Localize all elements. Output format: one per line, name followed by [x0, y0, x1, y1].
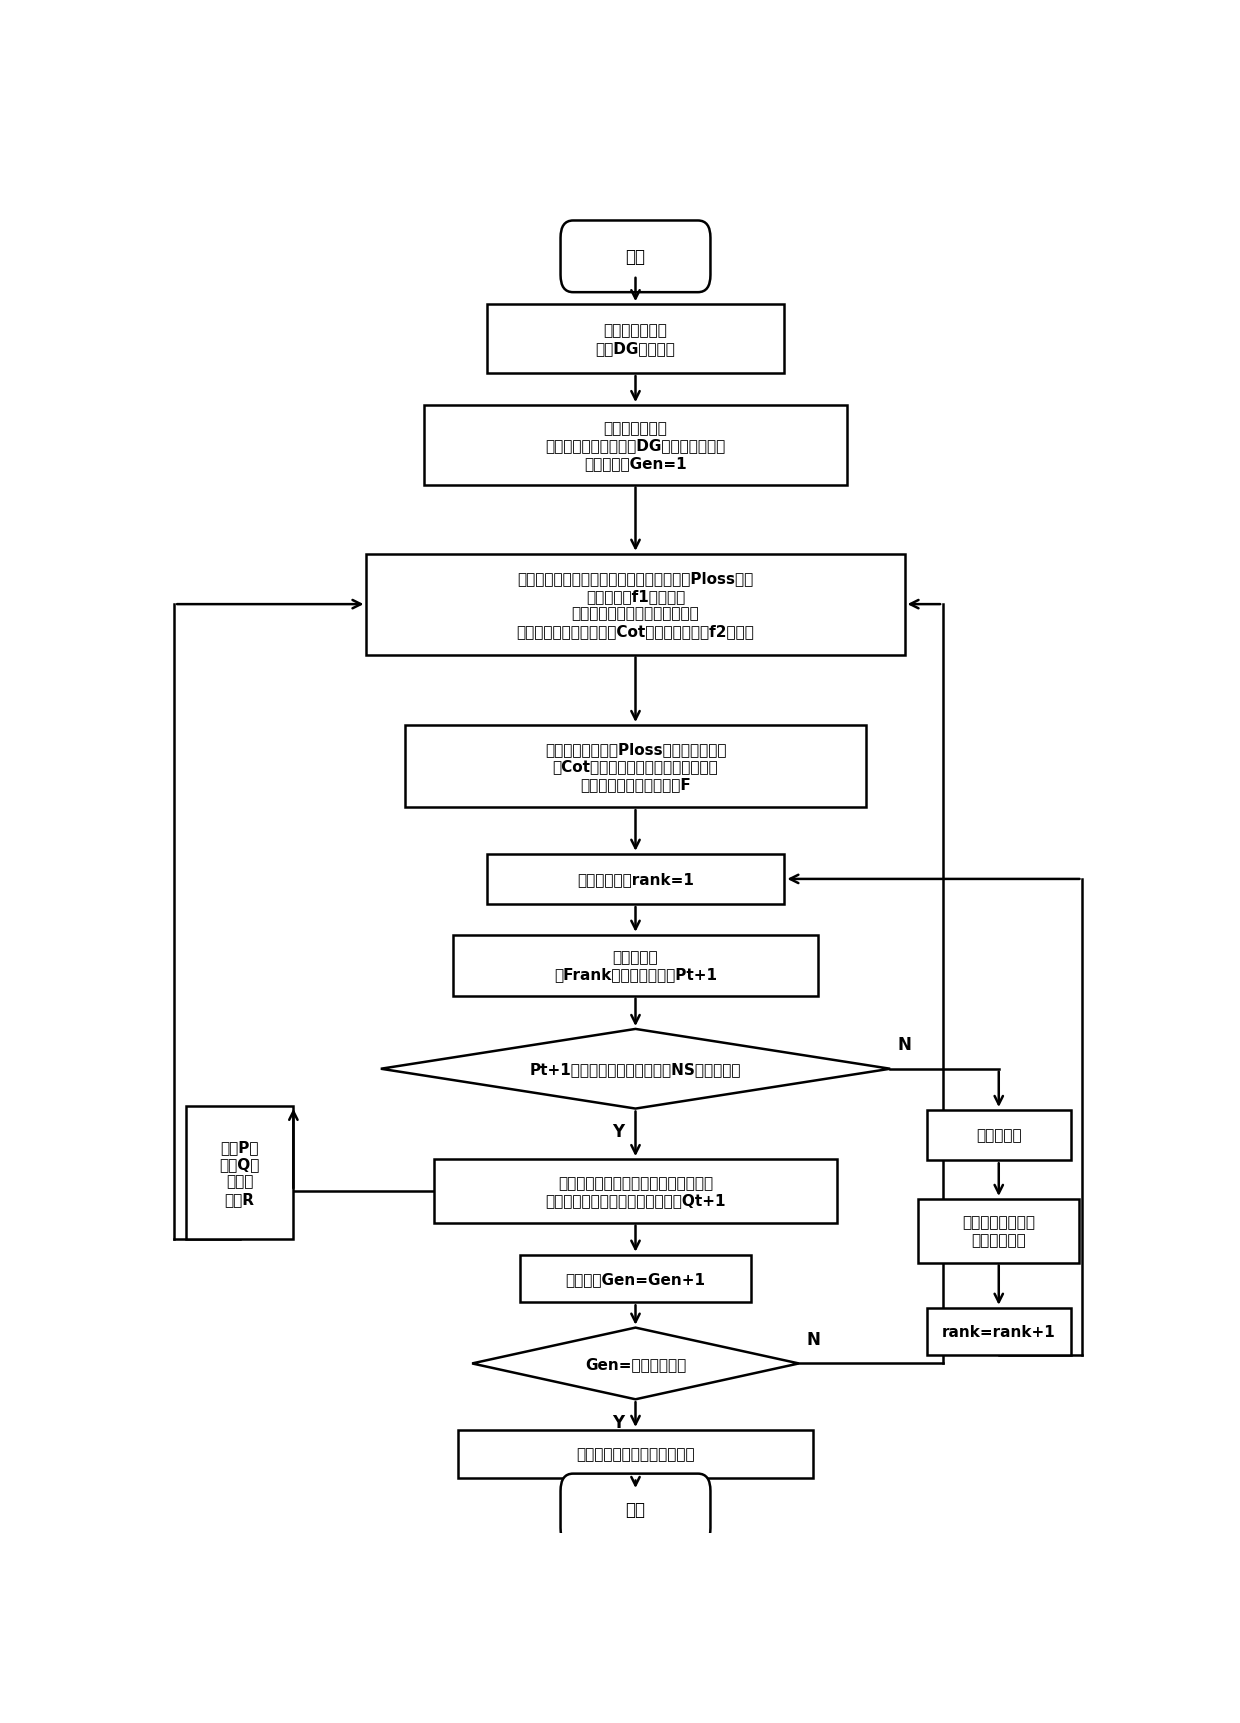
Text: 输出所有满足条件的配置方案: 输出所有满足条件的配置方案 — [577, 1446, 694, 1461]
Text: 前推回代潮流计算，计算当前系统网络损耗Ploss，作
为目标函数f1的数值；
针对个体所包含信息，计算当前
屋顶光伏建设运行总成本Cot，作为目标函数f2的数值: 前推回代潮流计算，计算当前系统网络损耗Ploss，作 为目标函数f1的数值； 针… — [517, 572, 754, 638]
Text: 获得配电网数据
设置DG接入数目: 获得配电网数据 设置DG接入数目 — [595, 324, 676, 355]
FancyBboxPatch shape — [560, 1473, 711, 1546]
Text: 为当前非劣解集分
配虚拟适应度: 为当前非劣解集分 配虚拟适应度 — [962, 1215, 1035, 1247]
Text: 通过比较网络损耗Ploss和建设运行总成
本Cot，对种群进行快速非支配排序，
进行分级，形成非支配级F: 通过比较网络损耗Ploss和建设运行总成 本Cot，对种群进行快速非支配排序， … — [544, 741, 727, 791]
Polygon shape — [472, 1328, 799, 1399]
Text: 迭代次数Gen=Gen+1: 迭代次数Gen=Gen+1 — [565, 1272, 706, 1287]
Bar — [404, 725, 866, 808]
Text: 父代P与
子代Q合
并成新
种群R: 父代P与 子代Q合 并成新 种群R — [219, 1139, 259, 1206]
Text: 精英保留，
将Frank放入新父代种群Pt+1: 精英保留， 将Frank放入新父代种群Pt+1 — [554, 949, 717, 982]
Text: 通过锦标赛的方式，选取种群优秀个体
进行交叉、变异，形成新子代种群Qt+1: 通过锦标赛的方式，选取种群优秀个体 进行交叉、变异，形成新子代种群Qt+1 — [546, 1175, 725, 1208]
Bar — [453, 936, 818, 996]
Bar — [926, 1308, 1071, 1356]
Bar — [458, 1430, 813, 1478]
Bar — [926, 1110, 1071, 1161]
Bar — [186, 1106, 294, 1239]
Text: 结束: 结束 — [625, 1501, 646, 1518]
Bar — [521, 1254, 751, 1303]
Text: Pt+1的解的数目达到外部档案NS要求的数目: Pt+1的解的数目达到外部档案NS要求的数目 — [529, 1061, 742, 1077]
Text: Y: Y — [613, 1413, 624, 1430]
Bar — [424, 407, 847, 486]
Bar — [434, 1160, 837, 1223]
Text: 快速非支配序rank=1: 快速非支配序rank=1 — [577, 872, 694, 887]
Text: Y: Y — [613, 1122, 624, 1141]
Text: 非劣解识别: 非劣解识别 — [976, 1129, 1022, 1142]
Text: 建立初始种群，
种群个体信息同时包括DG的地址和容量，
设迭代次数Gen=1: 建立初始种群， 种群个体信息同时包括DG的地址和容量， 设迭代次数Gen=1 — [546, 420, 725, 470]
Text: Gen=最大迭代次数: Gen=最大迭代次数 — [585, 1356, 686, 1372]
Bar — [367, 555, 905, 655]
Text: rank=rank+1: rank=rank+1 — [942, 1325, 1055, 1339]
Bar — [486, 855, 785, 905]
Polygon shape — [381, 1029, 890, 1110]
Text: 开始: 开始 — [625, 248, 646, 265]
Bar — [486, 305, 785, 374]
Text: N: N — [898, 1036, 911, 1053]
Text: N: N — [806, 1330, 821, 1347]
Bar — [918, 1199, 1080, 1263]
FancyBboxPatch shape — [560, 221, 711, 293]
